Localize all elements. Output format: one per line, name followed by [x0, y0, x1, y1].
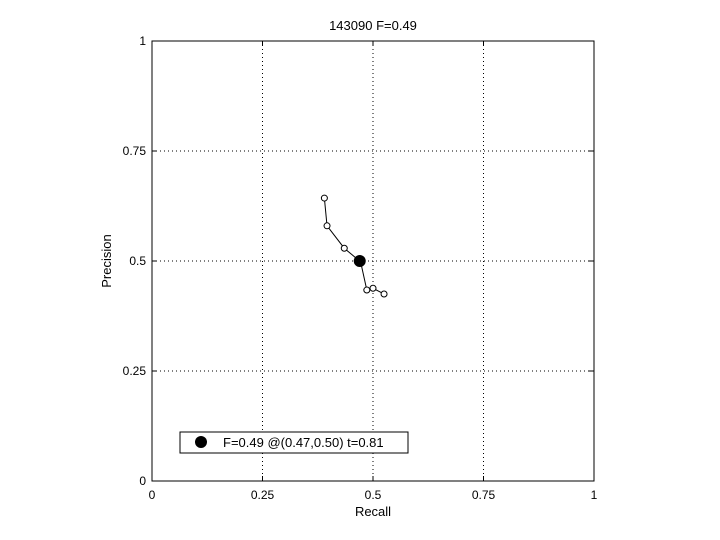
y-tick-label: 1 — [139, 34, 146, 48]
axis-ticks: 0 0.25 0.5 0.75 1 0 0.25 0.5 0.75 1 — [123, 34, 598, 502]
pr-curve — [320, 194, 388, 298]
y-tick-label: 0.25 — [123, 364, 147, 378]
legend: F=0.49 @(0.47,0.50) t=0.81 — [179, 431, 409, 454]
grid-lines — [152, 41, 594, 481]
pr-point — [363, 286, 371, 294]
pr-point — [340, 244, 348, 252]
chart-title: 143090 F=0.49 — [329, 18, 417, 33]
y-axis-title: Precision — [99, 234, 114, 287]
pr-point — [369, 284, 377, 292]
x-tick-label: 1 — [591, 488, 598, 502]
x-axis-title: Recall — [355, 504, 391, 519]
y-tick-label: 0 — [139, 474, 146, 488]
x-tick-label: 0.25 — [251, 488, 275, 502]
y-tick-label: 0.5 — [129, 254, 146, 268]
x-tick-label: 0.5 — [365, 488, 382, 502]
pr-point — [380, 290, 388, 298]
pr-point — [320, 194, 328, 202]
legend-label: F=0.49 @(0.47,0.50) t=0.81 — [223, 435, 384, 450]
legend-box — [179, 431, 409, 454]
y-tick-label: 0.75 — [123, 144, 147, 158]
best-f-point — [353, 255, 366, 267]
pr-point — [323, 222, 331, 230]
x-tick-label: 0.75 — [472, 488, 496, 502]
legend-marker — [195, 436, 207, 448]
x-tick-label: 0 — [149, 488, 156, 502]
